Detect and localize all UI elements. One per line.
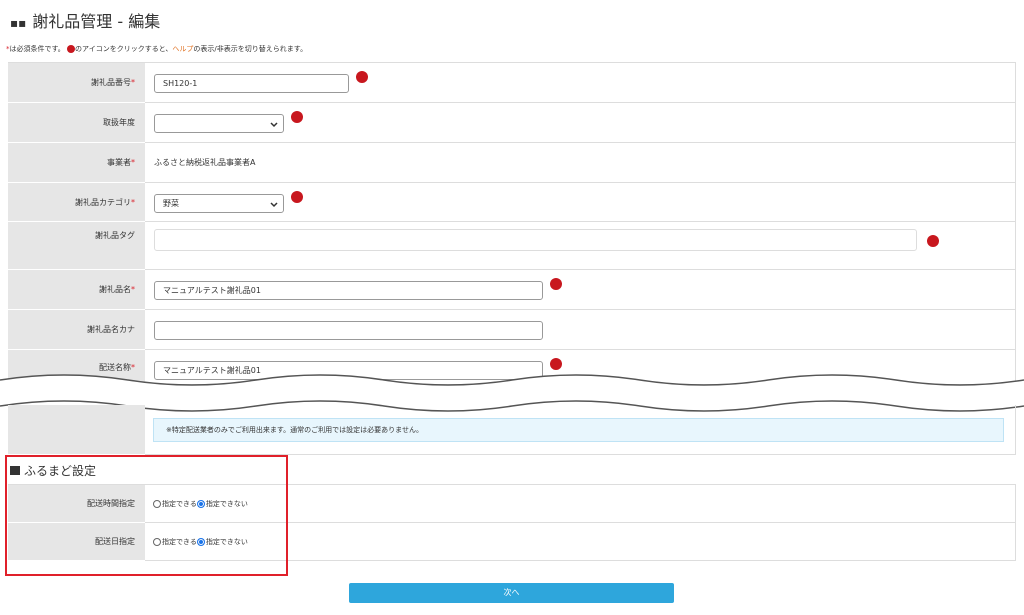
label-text: 謝礼品タグ (95, 231, 135, 240)
radio-label: 指定できない (205, 499, 248, 508)
next-button[interactable]: 次へ (349, 583, 674, 603)
dropdown-arrow (270, 121, 278, 127)
label-text: 取扱年度 (103, 118, 135, 127)
help-icon[interactable] (550, 278, 562, 290)
highlight-box (5, 455, 288, 576)
info-note: ※特定配送業者のみでご利用出来ます。通常のご利用では設定は必要ありません。 (153, 418, 1004, 442)
label-text: 配送時間指定 (87, 499, 135, 508)
field-cell: 指定できる 指定できない (145, 485, 1016, 523)
field-cell (145, 310, 1016, 350)
page-title: ▪▪ 謝礼品管理 - 編集 (10, 8, 160, 32)
field-cell (145, 183, 1016, 222)
field-cell (145, 222, 1016, 270)
label-text: 配送名称 (99, 362, 131, 372)
label-cell (8, 405, 145, 455)
radio-dot[interactable] (153, 499, 161, 508)
required-mark: * (131, 158, 135, 167)
required-mark: * (131, 78, 135, 87)
required-mark: * (131, 362, 135, 372)
help-icon[interactable] (550, 358, 562, 370)
help-icon[interactable] (927, 235, 939, 247)
field-text: ふるさと納税返礼品事業者A (154, 158, 256, 167)
field-cell (145, 270, 1016, 310)
select-box[interactable]: 野菜 (154, 194, 284, 213)
field-label: 謝礼品番号 * (8, 63, 145, 103)
field-label: 取扱年度 (8, 103, 145, 143)
radio-label: 指定できる (162, 537, 197, 546)
label-text: 事業者 (107, 158, 131, 167)
break-wave (0, 374, 1024, 412)
title-icon: ▪▪ (10, 16, 27, 30)
section-title-text: ふるまど設定 (24, 464, 97, 478)
required-mark: * (131, 285, 135, 294)
notice-text: は必須条件です。 (9, 45, 65, 53)
label-text: 配送日指定 (95, 537, 135, 546)
required-mark: * (6, 45, 10, 53)
field-label: 謝礼品名カナ (8, 310, 145, 350)
field-cell (145, 143, 1016, 183)
text-input[interactable] (154, 229, 917, 251)
radio-dot[interactable] (196, 537, 205, 546)
notice-text: の表示/非表示を切り替えられます。 (193, 45, 308, 53)
field-label: 謝礼品タグ (8, 222, 145, 270)
label-text: 謝礼品カテゴリ (75, 197, 131, 207)
radio-dot[interactable] (153, 537, 161, 546)
field-cell (145, 63, 1016, 103)
title-text: 謝礼品管理 - 編集 (32, 12, 161, 31)
table-border (8, 484, 1016, 485)
field-label: 謝礼品名 * (8, 270, 145, 310)
section-icon (10, 466, 20, 475)
help-icon[interactable] (291, 111, 303, 123)
help-icon (67, 45, 76, 53)
notice-text: のアイコンをクリックすると、 (75, 45, 173, 53)
field-cell (145, 103, 1016, 143)
field-label: 謝礼品カテゴリ * (8, 183, 145, 222)
select-box[interactable] (154, 114, 284, 133)
label-text: 謝礼品名 (99, 285, 131, 294)
label-text: 謝礼品名カナ (87, 325, 135, 334)
text-input[interactable]: マニュアルテスト謝礼品01 (154, 281, 543, 300)
text-input[interactable] (154, 321, 543, 340)
notice: *は必須条件です。 のアイコンをクリックすると、ヘルプの表示/非表示を切り替えら… (6, 44, 307, 54)
table-border (8, 62, 1016, 63)
section-title: ふるまど設定 (10, 462, 96, 479)
field-cell: 指定できる 指定できない (145, 523, 1016, 561)
help-icon[interactable] (356, 71, 368, 83)
radio-label: 指定できない (205, 537, 248, 546)
note-cell (145, 405, 1016, 455)
required-mark: * (131, 197, 135, 207)
text-input[interactable]: SH120-1 (154, 74, 349, 93)
dropdown-arrow (270, 201, 278, 207)
help-link[interactable]: ヘルプ (172, 45, 194, 53)
field-label: 配送日指定 (8, 523, 145, 561)
field-label: 配送時間指定 (8, 485, 145, 523)
label-text: 謝礼品番号 (91, 78, 131, 87)
radio-label: 指定できる (162, 499, 197, 508)
field-label: 事業者 * (8, 143, 145, 183)
help-icon[interactable] (291, 191, 303, 203)
radio-dot[interactable] (196, 499, 205, 508)
